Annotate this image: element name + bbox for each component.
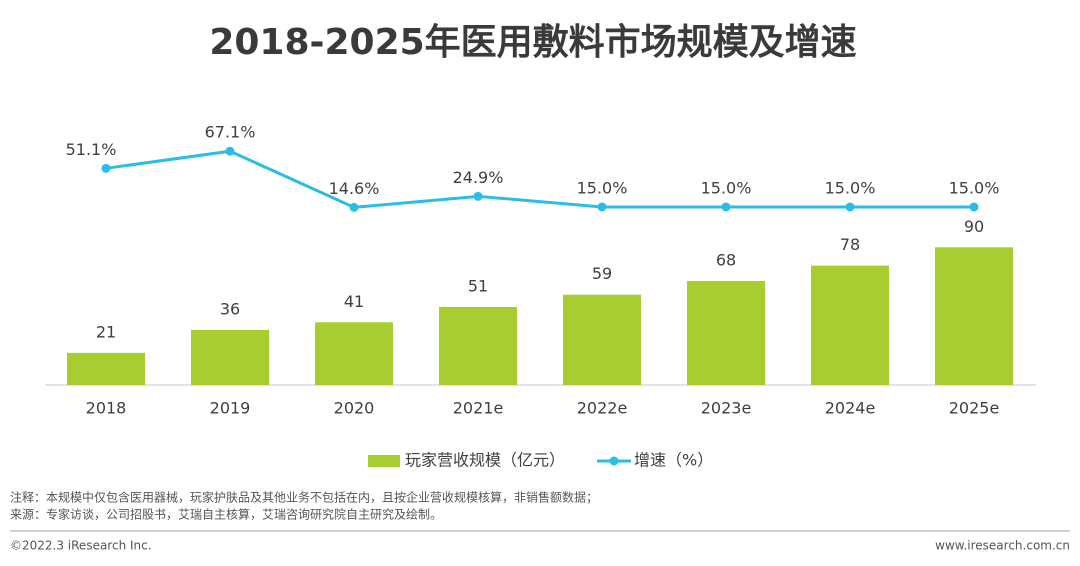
note: 注释：本规模中仅包含医用器械，玩家护肤品及其他业务不包括在内，且按企业营收规模核…: [10, 490, 598, 505]
footer-right: www.iresearch.com.cn: [935, 539, 1070, 553]
line-point: [597, 202, 607, 212]
line-point: [349, 202, 359, 212]
x-tick-label: 2020: [334, 399, 375, 418]
line-point: [225, 146, 235, 156]
data-label: 15.0%: [949, 178, 1000, 197]
line-point: [101, 163, 111, 173]
x-tick-label: 2024e: [825, 399, 876, 418]
data-label: 15.0%: [577, 178, 628, 197]
x-tick-label: 2025e: [949, 399, 1000, 418]
line: [105, 149, 974, 209]
data-label: 24.9%: [453, 168, 504, 187]
bar: [811, 265, 889, 385]
bar: [191, 329, 269, 385]
data-label: 78: [840, 235, 860, 254]
bar: [935, 247, 1013, 385]
x-tick-label: 2019: [210, 399, 251, 418]
x-tick-label: 2018: [86, 399, 127, 418]
data-label: 21: [96, 322, 116, 341]
data-label: 36: [220, 299, 240, 318]
line-point: [721, 202, 731, 212]
x-tick-label: 2021e: [453, 399, 504, 418]
bar: [687, 280, 765, 385]
legend-label: 玩家营收规模（亿元）: [405, 451, 565, 470]
data-label: 15.0%: [701, 178, 752, 197]
data-label: 14.6%: [329, 179, 380, 198]
data-label: 41: [344, 292, 364, 311]
data-label: 59: [592, 264, 612, 283]
note: 来源：专家访谈，公司招股书，艾瑞自主核算，艾瑞咨询研究院自主研究及绘制。: [10, 507, 442, 522]
bar: [439, 306, 517, 385]
data-label: 51: [468, 276, 488, 295]
data-label: 68: [716, 250, 736, 269]
bar: [315, 322, 393, 385]
legend-swatch: [368, 455, 400, 467]
bar: [67, 352, 145, 385]
bar: [563, 294, 641, 385]
data-label: 15.0%: [825, 178, 876, 197]
data-label: 67.1%: [205, 123, 256, 142]
x-tick-label: 2022e: [577, 399, 628, 418]
line-point: [845, 202, 855, 212]
chart-title: 2018-2025年医用敷料市场规模及增速: [209, 22, 856, 63]
data-label: 51.1%: [66, 140, 117, 159]
legend-swatch: [609, 456, 619, 466]
line-point: [969, 202, 979, 212]
data-label: 90: [964, 217, 984, 236]
x-tick-label: 2023e: [701, 399, 752, 418]
legend-label: 增速（%）: [634, 451, 713, 470]
line-point: [473, 191, 483, 201]
footer-left: ©2022.3 iResearch Inc.: [10, 539, 152, 553]
